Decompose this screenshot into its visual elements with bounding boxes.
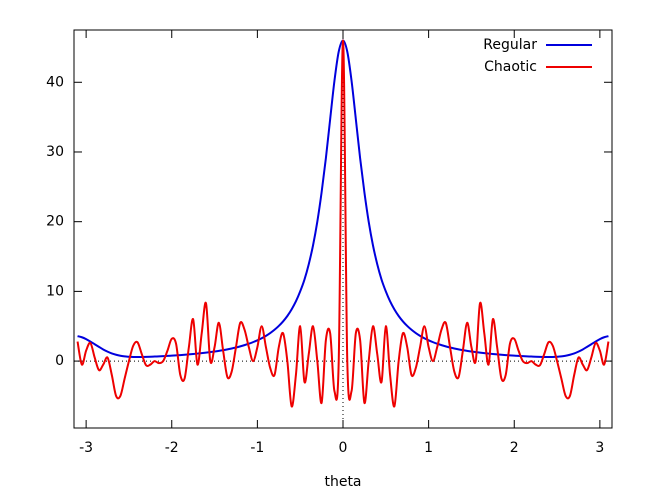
x-tick-label: -3 <box>79 440 93 456</box>
x-tick-label: -1 <box>250 440 264 456</box>
legend-label: Chaotic <box>484 59 537 75</box>
x-tick-label: 1 <box>424 440 433 456</box>
x-tick-label: 0 <box>339 440 348 456</box>
series-line <box>76 39 610 408</box>
x-tick-label: 3 <box>595 440 604 456</box>
legend-label: Regular <box>483 37 537 53</box>
y-tick-label: 40 <box>46 74 64 90</box>
plot-border <box>73 29 613 429</box>
x-tick-label: 2 <box>510 440 519 456</box>
y-tick-label: 30 <box>46 144 64 160</box>
y-tick-label: 20 <box>46 214 64 230</box>
y-tick-label: 0 <box>55 353 64 369</box>
x-tick-label: -2 <box>165 440 179 456</box>
y-tick-label: 10 <box>46 283 64 299</box>
x-axis-label: theta <box>324 474 361 490</box>
plot-area <box>76 39 610 408</box>
